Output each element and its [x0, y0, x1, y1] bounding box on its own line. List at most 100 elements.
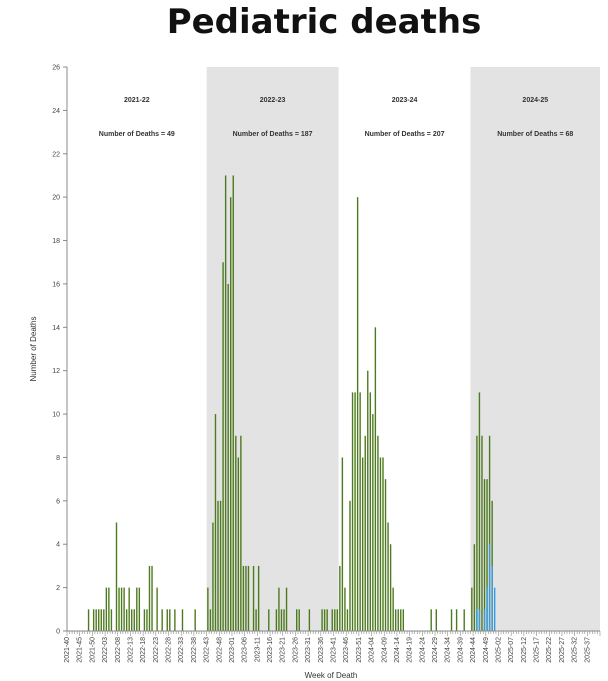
y-tick-label: 26	[52, 65, 60, 72]
bar	[351, 392, 354, 631]
bar	[384, 479, 387, 631]
bar	[224, 175, 227, 631]
bar	[174, 609, 176, 631]
bar	[209, 609, 212, 631]
x-tick-label: 2023-11	[254, 637, 261, 662]
bar	[321, 609, 323, 631]
bar	[389, 544, 392, 631]
bar	[108, 587, 110, 631]
x-tick-label: 2024-09	[381, 637, 388, 663]
bar	[169, 609, 171, 631]
bar	[257, 565, 260, 631]
season-label: 2023-24	[392, 97, 418, 104]
bar	[222, 262, 224, 631]
bar	[331, 609, 333, 631]
x-tick-label: 2023-31	[305, 637, 312, 663]
y-tick-label: 18	[52, 238, 60, 245]
bar	[125, 609, 128, 631]
bar	[118, 587, 120, 631]
y-tick-label: 12	[52, 368, 60, 375]
bar	[156, 587, 158, 631]
bar	[344, 587, 346, 631]
bar	[387, 522, 389, 631]
bar-current	[476, 609, 478, 631]
y-tick-label: 20	[52, 195, 60, 202]
bar-current	[483, 609, 486, 631]
bar-current	[488, 544, 491, 631]
x-tick-label: 2024-49	[483, 637, 490, 663]
x-tick-label: 2025-27	[559, 637, 566, 663]
y-axis-title: Number of Deaths	[29, 317, 38, 382]
y-tick-label: 16	[52, 281, 60, 288]
season-shade	[206, 67, 339, 631]
bar	[369, 392, 372, 631]
bar	[435, 609, 437, 631]
x-tick-label: 2024-29	[432, 637, 439, 663]
bar	[98, 609, 100, 631]
x-tick-label: 2021-40	[64, 637, 71, 663]
bar	[252, 565, 255, 631]
x-tick-label: 2023-21	[280, 637, 287, 663]
season-annotation: Number of Deaths = 187	[233, 131, 313, 138]
bar	[181, 609, 184, 631]
bar	[110, 609, 113, 631]
x-tick-label: 2023-36	[318, 637, 325, 663]
bar	[430, 609, 432, 631]
bar	[136, 587, 138, 631]
x-tick-label: 2024-24	[419, 637, 426, 663]
season-labels: 2021-22 Number of Deaths = 49 2022-23 Numbe…	[99, 97, 574, 138]
season-shading	[206, 67, 600, 631]
bar	[481, 435, 483, 631]
x-tick-label: 2024-34	[445, 637, 452, 663]
bar	[235, 435, 237, 631]
bar	[372, 414, 374, 631]
bar	[488, 435, 491, 631]
bar	[323, 609, 326, 631]
bar	[473, 544, 476, 631]
bar	[240, 435, 242, 631]
bar	[151, 565, 153, 631]
bar	[346, 609, 349, 631]
bar	[283, 609, 285, 631]
bar	[361, 457, 364, 631]
y-tick-label: 10	[52, 412, 60, 419]
y-tick-label: 0	[56, 629, 60, 636]
bar	[268, 609, 270, 631]
bar	[341, 457, 344, 631]
bar	[285, 587, 288, 631]
x-tick-label: 2022-43	[204, 637, 211, 663]
bar-current	[486, 587, 488, 631]
y-tick-label: 22	[52, 151, 60, 158]
bar	[483, 479, 486, 631]
bar	[138, 587, 141, 631]
x-tick-label: 2022-48	[216, 637, 223, 663]
bar	[123, 587, 125, 631]
x-tick-label: 2024-04	[369, 637, 376, 663]
x-tick-label: 2025-07	[508, 637, 515, 663]
x-tick-label: 2022-33	[178, 637, 185, 663]
x-tick-label: 2022-23	[153, 637, 160, 663]
x-tick-label: 2024-19	[407, 637, 414, 663]
bar	[131, 609, 133, 631]
y-tick-label: 24	[52, 108, 60, 115]
y-tick-label: 14	[52, 325, 60, 332]
x-tick-label: 2022-38	[191, 637, 198, 663]
bar	[450, 609, 453, 631]
bar	[392, 587, 394, 631]
bar-current	[478, 609, 481, 631]
bar	[103, 609, 105, 631]
bar	[275, 609, 278, 631]
x-tick-label: 2023-01	[229, 637, 236, 663]
bar	[455, 609, 458, 631]
bar	[463, 609, 465, 631]
x-tick-label: 2025-17	[534, 637, 541, 663]
x-tick-label: 2025-32	[572, 637, 579, 663]
bar	[143, 609, 146, 631]
season-annotation: Number of Deaths = 207	[365, 131, 445, 138]
bar	[367, 370, 369, 631]
bar	[148, 565, 151, 631]
bar	[161, 609, 163, 631]
bar	[278, 587, 280, 631]
bar-current	[493, 587, 496, 631]
